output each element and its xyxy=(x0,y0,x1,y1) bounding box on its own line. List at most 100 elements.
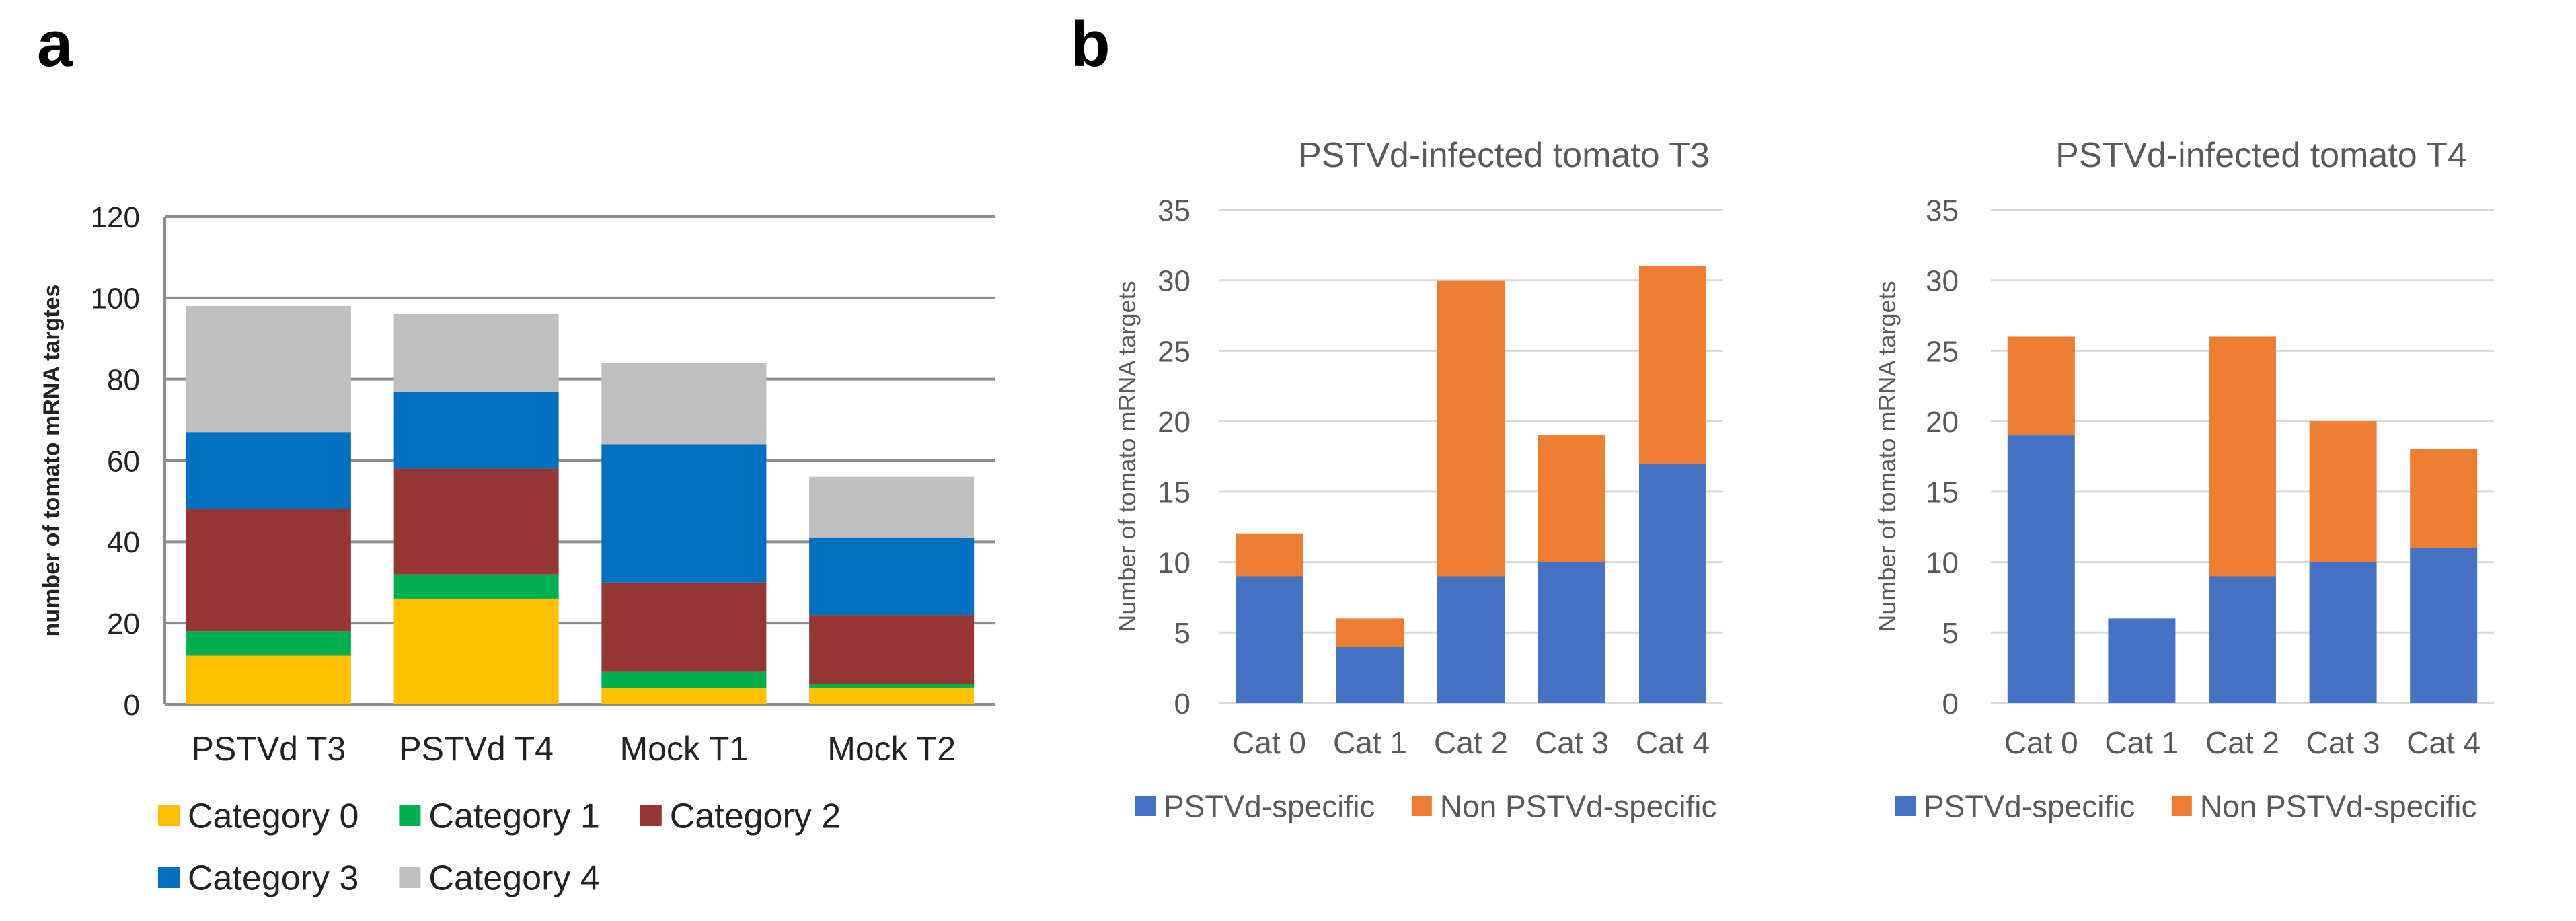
chart-title: PSTVd-infected tomato T3 xyxy=(1298,136,1710,175)
bar-segment xyxy=(186,655,351,704)
bar-segment xyxy=(601,444,767,583)
legend-swatch xyxy=(158,805,180,826)
bar-segment xyxy=(1236,576,1303,703)
legend-swatch xyxy=(1411,796,1432,816)
legend-swatch xyxy=(1135,796,1156,816)
chart-b2: 0 5 10 15 20 25 30 35 Cat 0 Cat 1 Cat 2 Cat 3 Cat 4 N… xyxy=(1873,136,2494,824)
chart-title: PSTVd-infected tomato T4 xyxy=(2055,136,2467,175)
bar-segment xyxy=(809,476,975,538)
legend-label: Non PSTVd-specific xyxy=(2200,789,2477,824)
bar-segment xyxy=(1437,280,1505,577)
legend-label: Category 1 xyxy=(428,797,599,836)
y-tick-label: 20 xyxy=(1158,406,1190,439)
x-tick-label: Cat 4 xyxy=(2407,725,2480,760)
bar-segment xyxy=(1236,533,1303,577)
bar-segment xyxy=(2007,336,2075,436)
legend-label: Category 4 xyxy=(428,859,599,898)
y-tick-label: 5 xyxy=(1174,617,1190,650)
bar-segment xyxy=(601,582,767,672)
legend-swatch xyxy=(640,805,662,826)
bar-segment xyxy=(393,391,559,469)
bar-segment xyxy=(1336,618,1404,647)
bar-segment xyxy=(2410,548,2478,703)
y-tick-label: 10 xyxy=(1158,546,1190,579)
y-tick-label: 30 xyxy=(1158,265,1190,298)
legend-label: Category 2 xyxy=(670,797,841,836)
bar-segment xyxy=(2209,336,2276,577)
bar-segment xyxy=(1437,576,1505,703)
bar-segment xyxy=(809,684,975,688)
panel-label-b: b xyxy=(1071,8,1110,80)
y-tick-label: 30 xyxy=(1926,265,1959,298)
panel-label-a: a xyxy=(37,8,73,80)
x-tick-label: Mock T1 xyxy=(619,730,748,768)
bar-segment xyxy=(601,688,767,704)
x-tick-label: PSTVd T4 xyxy=(399,730,554,768)
chart-b1: 0 5 10 15 20 25 30 35 Cat 0 Cat 1 Cat 2 Cat 3 Cat 4 N… xyxy=(1113,136,1723,824)
y-tick-label: 15 xyxy=(1926,476,1959,509)
legend-label: PSTVd-specific xyxy=(1924,789,2135,824)
y-tick-label: 100 xyxy=(91,283,140,316)
legend-swatch xyxy=(399,867,421,888)
bar-segment xyxy=(601,363,767,445)
x-tick-label: Cat 3 xyxy=(2306,725,2380,760)
x-tick-label: Mock T2 xyxy=(827,730,956,768)
legend-swatch xyxy=(158,867,180,888)
y-tick-label: 35 xyxy=(1926,194,1959,227)
bar-segment xyxy=(186,305,351,433)
bar-segment xyxy=(186,432,351,509)
y-tick-label: 0 xyxy=(1174,688,1190,721)
x-tick-label: Cat 2 xyxy=(1434,725,1508,760)
legend-label: Non PSTVd-specific xyxy=(1440,789,1717,824)
y-axis-label: Number of tomato mRNA targets xyxy=(1873,281,1901,632)
bar-segment xyxy=(393,598,559,704)
bar-segment xyxy=(2309,562,2377,703)
bar-segment xyxy=(393,574,559,599)
bar-segment xyxy=(2007,435,2075,703)
y-tick-label: 5 xyxy=(1942,617,1959,650)
bar-segment xyxy=(2410,449,2478,548)
y-tick-label: 15 xyxy=(1158,476,1190,509)
x-tick-label: PSTVd T3 xyxy=(192,730,346,768)
bar-segment xyxy=(1639,266,1706,464)
x-tick-label: Cat 1 xyxy=(1333,725,1407,760)
legend-label: Category 0 xyxy=(188,797,358,836)
x-tick-label: Cat 0 xyxy=(1232,725,1306,760)
bar-segment xyxy=(1538,435,1605,562)
y-tick-label: 20 xyxy=(107,607,140,640)
y-tick-label: 25 xyxy=(1158,335,1190,368)
y-tick-label: 10 xyxy=(1926,546,1959,579)
bar-segment xyxy=(2209,576,2276,703)
bar-segment xyxy=(186,631,351,656)
y-tick-label: 60 xyxy=(107,445,140,478)
bar-segment xyxy=(1538,562,1605,703)
y-tick-label: 0 xyxy=(1942,688,1959,721)
bar-segment xyxy=(601,671,767,688)
legend-swatch xyxy=(1895,796,1916,816)
legend-label: Category 3 xyxy=(188,859,358,898)
bar-segment xyxy=(393,468,559,575)
bar-segment xyxy=(186,509,351,632)
y-tick-label: 0 xyxy=(124,689,140,722)
bar-segment xyxy=(809,538,975,616)
x-tick-label: Cat 1 xyxy=(2105,725,2179,760)
bar-segment xyxy=(1336,647,1404,703)
y-tick-label: 25 xyxy=(1926,335,1959,368)
legend-swatch xyxy=(2171,796,2192,816)
x-tick-label: Cat 0 xyxy=(2004,725,2078,760)
y-axis-label: Number of tomato mRNA targets xyxy=(1113,281,1141,632)
bar-segment xyxy=(809,688,975,704)
x-tick-label: Cat 4 xyxy=(1636,725,1710,760)
x-tick-label: Cat 2 xyxy=(2205,725,2279,760)
y-tick-label: 35 xyxy=(1158,194,1190,227)
bar-segment xyxy=(809,615,975,684)
bar-segment xyxy=(2309,421,2377,562)
x-tick-label: Cat 3 xyxy=(1535,725,1609,760)
y-tick-label: 20 xyxy=(1926,406,1959,439)
bar-segment xyxy=(1639,463,1706,703)
y-axis-label: number of tomato mRNA targtes xyxy=(39,285,65,637)
legend-swatch xyxy=(399,805,421,826)
y-tick-label: 120 xyxy=(91,201,140,234)
y-tick-label: 40 xyxy=(107,526,140,559)
